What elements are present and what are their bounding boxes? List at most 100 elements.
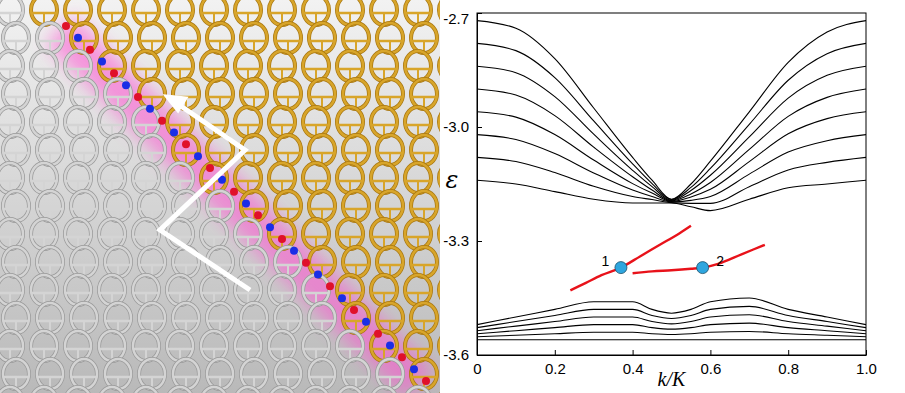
ring — [411, 247, 437, 277]
ring-body — [439, 387, 440, 393]
y-tick: -3.0 — [443, 118, 482, 135]
ring — [31, 107, 57, 137]
ring — [275, 79, 301, 109]
arrow-head — [166, 96, 186, 111]
ring-shadow — [337, 219, 363, 249]
ring-shadow — [337, 331, 363, 361]
ring-body — [207, 191, 233, 221]
ring-body — [37, 303, 63, 333]
ring-shadow — [309, 303, 335, 333]
ring-body — [371, 387, 397, 393]
ring-shadow — [105, 247, 131, 277]
ring-body — [3, 303, 29, 333]
x-tick-mark — [555, 350, 556, 355]
ring — [405, 387, 431, 393]
ring-shadow — [371, 107, 397, 137]
ring — [105, 359, 131, 389]
ring-body — [411, 359, 437, 389]
ring-shadow — [309, 359, 335, 389]
ring-body — [207, 23, 233, 53]
ring-shadow — [439, 331, 440, 361]
ring-shadow — [71, 247, 97, 277]
ring-shadow — [207, 23, 233, 53]
ring-body — [105, 247, 131, 277]
ring — [405, 107, 431, 137]
ring-shadow — [207, 191, 233, 221]
ring-body — [133, 387, 159, 393]
ring-body — [275, 303, 301, 333]
ring — [439, 51, 440, 81]
field-dot — [230, 188, 238, 196]
edge-state — [570, 226, 691, 291]
ring-body — [65, 387, 91, 393]
ring-body — [201, 275, 227, 305]
ring-body — [105, 135, 131, 165]
ring-body — [31, 163, 57, 193]
ring-shadow — [139, 135, 165, 165]
ring-body — [377, 303, 403, 333]
ring-shadow — [71, 23, 97, 53]
ring-shadow — [343, 135, 369, 165]
bulk-band — [477, 66, 866, 200]
ring-body — [269, 163, 295, 193]
ring-body — [105, 191, 131, 221]
ring-body — [337, 331, 363, 361]
ring — [269, 219, 295, 249]
ring-body — [31, 107, 57, 137]
field-dot — [170, 129, 178, 137]
ring-bar — [439, 180, 440, 183]
ring-shadow — [3, 303, 29, 333]
ring — [139, 303, 165, 333]
ring-body — [411, 247, 437, 277]
ring-body — [99, 107, 125, 137]
ring-shadow — [133, 219, 159, 249]
ring-body — [139, 191, 165, 221]
ring-body — [167, 331, 193, 361]
ring-body — [241, 79, 267, 109]
bulk-band — [477, 323, 866, 334]
ring-body — [269, 0, 295, 25]
ring — [275, 135, 301, 165]
ring-shadow — [343, 247, 369, 277]
ring — [309, 79, 335, 109]
ring-shadow — [65, 0, 91, 25]
ring-shadow — [31, 0, 57, 25]
x-tick-label: 0 — [473, 360, 481, 377]
ring — [99, 387, 125, 393]
ring — [405, 275, 431, 305]
y-tick: -3.3 — [443, 232, 482, 249]
ring-body — [309, 247, 335, 277]
ring-shadow — [31, 219, 57, 249]
ring — [37, 303, 63, 333]
ring-body — [303, 163, 329, 193]
ring-shadow — [371, 219, 397, 249]
ring — [309, 303, 335, 333]
ring-shadow — [269, 331, 295, 361]
ring-body — [337, 275, 363, 305]
ring — [269, 275, 295, 305]
ring — [241, 23, 267, 53]
ring-shadow — [201, 51, 227, 81]
ring — [139, 191, 165, 221]
ring — [3, 303, 29, 333]
ring-body — [309, 191, 335, 221]
ring — [235, 51, 261, 81]
ring-shadow — [337, 0, 363, 25]
ring — [207, 191, 233, 221]
ring-body — [337, 163, 363, 193]
ring-shadow — [241, 191, 267, 221]
ring-shadow — [0, 0, 23, 25]
ring-body — [275, 247, 301, 277]
ring-shadow — [139, 303, 165, 333]
ring-body — [303, 331, 329, 361]
ring-body — [3, 135, 29, 165]
ring-body — [439, 219, 440, 249]
ring-shadow — [201, 331, 227, 361]
ring-shadow — [303, 107, 329, 137]
ring-body — [439, 107, 440, 137]
ring-shadow — [105, 135, 131, 165]
ring — [411, 303, 437, 333]
x-tick: 0.2 — [545, 350, 566, 377]
ring-body — [241, 191, 267, 221]
ring — [439, 331, 440, 361]
